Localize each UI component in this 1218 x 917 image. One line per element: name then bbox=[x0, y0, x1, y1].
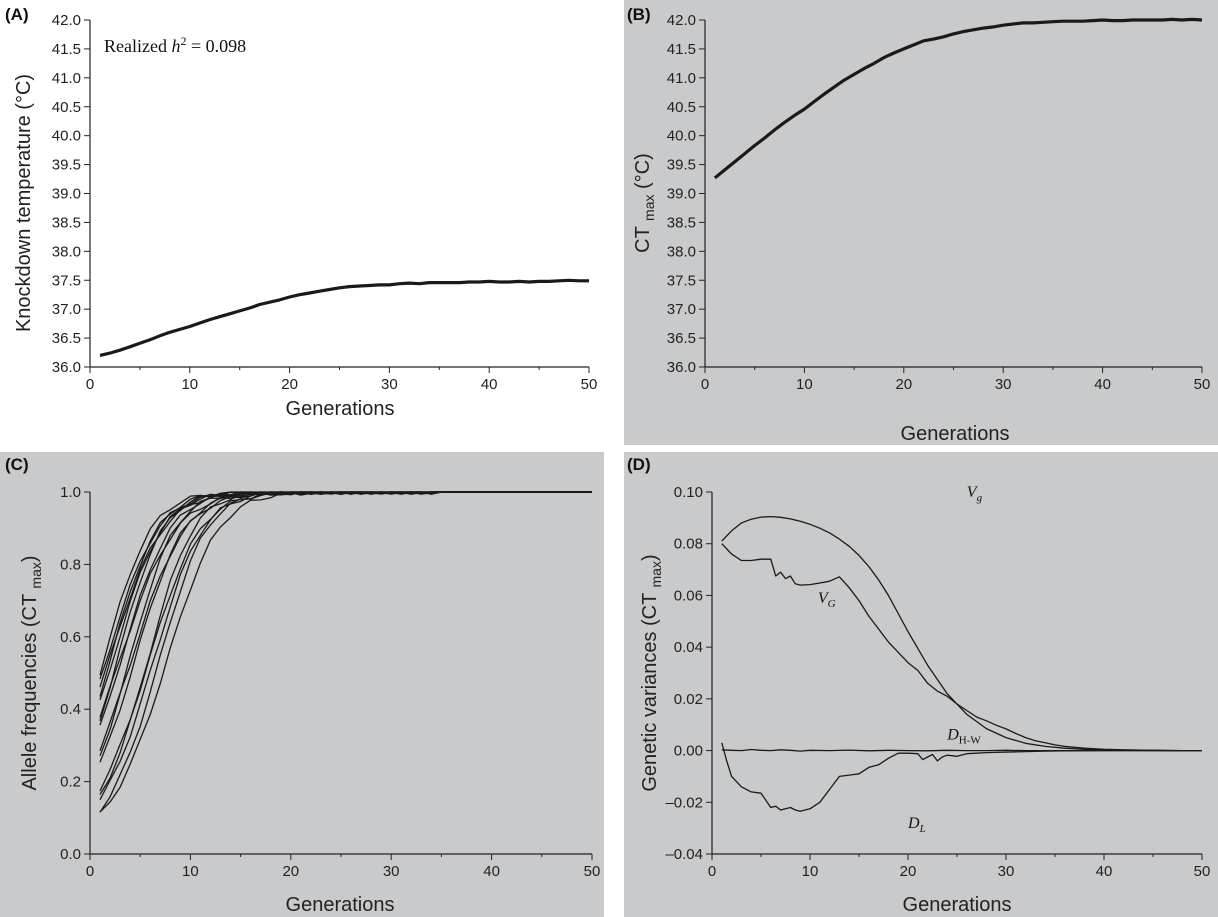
panel-d-x-axis-title: Generations bbox=[903, 894, 1012, 916]
panel-c-x-tick-label: 0 bbox=[86, 863, 94, 880]
panel-c-x-axis-title: Generations bbox=[286, 894, 395, 916]
panel-a-x-axis-title: Generations bbox=[286, 398, 395, 420]
panel-b-x-tick-label: 30 bbox=[995, 376, 1012, 393]
panel-b-label: (B) bbox=[627, 5, 651, 24]
panel-b-x-tick-label: 10 bbox=[796, 376, 813, 393]
panel-b: 0 10 20 30 40 50 36.0 36.5 37.0 37.5 38.0 38.5 39.0 3… bbox=[624, 0, 1218, 445]
panel-b-series-line bbox=[713, 17, 1203, 180]
panel-a-annotation: Realized h2 = 0.098 bbox=[104, 34, 246, 56]
panel-b-y-tick-label: 41.5 bbox=[667, 41, 696, 58]
panel-d-y-tick-label: 0.00 bbox=[674, 743, 703, 760]
panel-a-y-tick-label: 37.0 bbox=[52, 301, 81, 318]
panel-b-y-tick-label: 40.0 bbox=[667, 128, 696, 145]
panel-d-x-tick-label: 30 bbox=[998, 863, 1015, 880]
panel-b-y-tick-label: 40.5 bbox=[667, 99, 696, 116]
panel-d: 0 10 20 30 40 50 –0.04 –0.02 0.00 0.02 0.04 0.06 0.0… bbox=[624, 452, 1218, 917]
panel-b-x-tick-label: 40 bbox=[1094, 376, 1111, 393]
panel-b-background bbox=[624, 0, 1218, 445]
panel-d-series-line bbox=[721, 543, 1202, 752]
panel-b-x-tick-label: 20 bbox=[895, 376, 912, 393]
panel-d-series-label: VG bbox=[818, 590, 836, 610]
panel-a-y-tick-label: 37.5 bbox=[52, 272, 81, 289]
panel-d-x-tick-label: 50 bbox=[1194, 863, 1211, 880]
panel-d-y-tick-label: 0.10 bbox=[674, 484, 703, 501]
panel-d-x-tick-label: 0 bbox=[708, 863, 716, 880]
panel-c-y-tick-label: 0.6 bbox=[60, 629, 81, 646]
panel-b-y-tick-label: 41.0 bbox=[667, 70, 696, 87]
panel-d-series-line bbox=[721, 742, 1202, 812]
panel-d-y-tick-label: 0.04 bbox=[674, 639, 703, 656]
panel-d-series-label: Vg bbox=[967, 484, 983, 504]
panel-b-y-tick-label: 39.5 bbox=[667, 157, 696, 174]
panel-c-y-tick-label: 0.4 bbox=[60, 701, 81, 718]
panel-c-y-tick-label: 0.8 bbox=[60, 556, 81, 573]
panel-d-x-tick-label: 10 bbox=[802, 863, 819, 880]
panel-b-y-tick-label: 37.5 bbox=[667, 272, 696, 289]
panel-a-y-tick-label: 38.0 bbox=[52, 243, 81, 260]
panel-a-y-tick-label: 39.0 bbox=[52, 186, 81, 203]
panel-a-y-tick-label: 40.0 bbox=[52, 128, 81, 145]
panel-c: 0 10 20 30 40 50 0.0 0.2 0.4 0.6 0.8 1.0 (C) Generati… bbox=[0, 452, 604, 917]
panel-a-x-tick-label: 30 bbox=[381, 376, 398, 393]
panel-a-y-tick-label: 40.5 bbox=[52, 99, 81, 116]
panel-b-x-tick-label: 50 bbox=[1194, 376, 1211, 393]
panel-d-background bbox=[624, 452, 1218, 917]
panel-c-y-tick-label: 0.2 bbox=[60, 774, 81, 791]
panel-d-x-tick-label: 20 bbox=[900, 863, 917, 880]
panel-d-y-axis-title: Genetic variances (CT max) bbox=[639, 554, 664, 791]
panel-c-y-tick-label: 0.0 bbox=[60, 846, 81, 863]
panel-d-label: (D) bbox=[627, 455, 651, 474]
panel-b-y-tick-label: 38.5 bbox=[667, 214, 696, 231]
panel-a-series-line bbox=[99, 278, 589, 357]
panel-b-y-tick-label: 36.5 bbox=[667, 330, 696, 347]
panel-c-x-tick-label: 20 bbox=[282, 863, 299, 880]
panel-a-y-tick-label: 36.0 bbox=[52, 359, 81, 376]
panel-a-label: (A) bbox=[5, 5, 29, 24]
panel-b-y-tick-label: 39.0 bbox=[667, 186, 696, 203]
panel-c-series-line bbox=[99, 491, 592, 676]
panel-a-y-tick-label: 42.0 bbox=[52, 12, 81, 29]
panel-d-y-tick-label: 0.08 bbox=[674, 536, 703, 553]
panel-b-y-tick-label: 42.0 bbox=[667, 12, 696, 29]
panel-a-y-axis-title: Knockdown temperature (°C) bbox=[13, 74, 35, 332]
panel-c-x-tick-label: 40 bbox=[483, 863, 500, 880]
panel-d-series-line bbox=[721, 515, 1202, 752]
panel-c-y-axis-title: Allele frequencies (CT max) bbox=[19, 555, 44, 790]
panel-a-y-tick-label: 41.5 bbox=[52, 41, 81, 58]
panel-a-x-tick-label: 10 bbox=[181, 376, 198, 393]
panel-b-y-tick-label: 38.0 bbox=[667, 243, 696, 260]
panel-a-x-tick-label: 40 bbox=[481, 376, 498, 393]
panel-d-series-label: DL bbox=[907, 815, 926, 835]
panel-c-y-tick-label: 1.0 bbox=[60, 484, 81, 501]
panel-d-x-tick-label: 40 bbox=[1096, 863, 1113, 880]
panel-b-y-axis-title: CT max (°C) bbox=[632, 153, 657, 253]
panel-a: 0 10 20 30 40 50 36.0 36.5 37.0 37.5 38.0 38.5 39.0 3… bbox=[5, 5, 597, 420]
panel-b-x-axis-title: Generations bbox=[901, 423, 1010, 445]
panel-c-x-tick-label: 50 bbox=[584, 863, 601, 880]
panel-b-x-tick-label: 0 bbox=[701, 376, 709, 393]
panel-a-y-tick-label: 39.5 bbox=[52, 157, 81, 174]
panel-a-y-tick-label: 36.5 bbox=[52, 330, 81, 347]
panel-d-y-tick-label: –0.04 bbox=[665, 846, 703, 863]
panel-a-x-tick-label: 0 bbox=[86, 376, 94, 393]
panel-c-x-tick-label: 30 bbox=[383, 863, 400, 880]
panel-d-y-tick-label: 0.02 bbox=[674, 691, 703, 708]
panel-a-y-tick-label: 38.5 bbox=[52, 214, 81, 231]
panel-d-y-tick-label: 0.06 bbox=[674, 587, 703, 604]
panel-b-y-tick-label: 37.0 bbox=[667, 301, 696, 318]
panel-d-y-tick-label: –0.02 bbox=[665, 794, 703, 811]
panel-b-y-tick-label: 36.0 bbox=[667, 359, 696, 376]
panel-a-x-tick-label: 50 bbox=[581, 376, 598, 393]
panel-a-x-tick-label: 20 bbox=[281, 376, 298, 393]
panel-c-label: (C) bbox=[5, 455, 29, 474]
panel-c-x-tick-label: 10 bbox=[182, 863, 199, 880]
panel-a-y-tick-label: 41.0 bbox=[52, 70, 81, 87]
panel-d-series-label: DH-W bbox=[946, 727, 981, 747]
